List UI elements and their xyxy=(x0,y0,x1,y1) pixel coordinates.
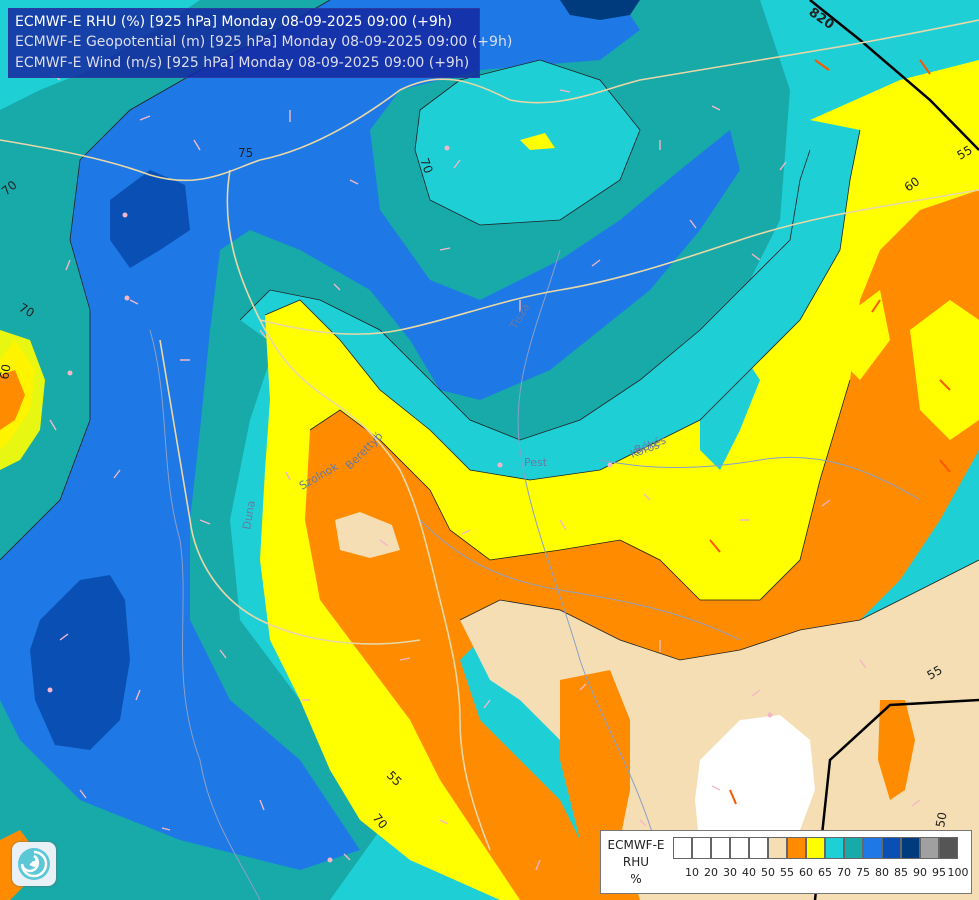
ecmwf-swirl-icon xyxy=(12,842,56,886)
place-label: Duna xyxy=(240,500,258,531)
color-legend: ECMWF-E RHU % 10 20 30 40 50 55 60 65 70 75 80 85 90… xyxy=(600,830,972,894)
contour-label-rhu: 55 xyxy=(955,143,975,163)
legend-tick-label: 95 xyxy=(932,866,946,879)
legend-swatch xyxy=(863,837,882,859)
legend-swatch xyxy=(901,837,920,859)
legend-swatch xyxy=(825,837,844,859)
legend-tick-label: 70 xyxy=(837,866,851,879)
legend-tick-label: 20 xyxy=(704,866,718,879)
legend-tick-label: 30 xyxy=(723,866,737,879)
legend-tick-label: 40 xyxy=(742,866,756,879)
legend-swatch xyxy=(768,837,787,859)
contour-label-rhu: 70 xyxy=(17,300,37,320)
legend-tick-label: 100 xyxy=(947,866,969,879)
legend-variable: RHU xyxy=(622,855,650,869)
contour-label-rhu: 55 xyxy=(925,663,945,683)
contour-label-rhu: 70 xyxy=(417,156,435,175)
title-box: ECMWF-E RHU (%) [925 hPa] Monday 08-09-2… xyxy=(8,8,512,78)
contour-label-rhu: 50 xyxy=(933,811,949,828)
legend-swatch xyxy=(692,837,711,859)
legend-swatch xyxy=(920,837,939,859)
legend-label: ECMWF-E RHU % xyxy=(605,837,667,888)
legend-swatch xyxy=(711,837,730,859)
legend-swatch xyxy=(806,837,825,859)
contour-label-rhu: 60 xyxy=(0,363,14,380)
legend-tick-label: 50 xyxy=(761,866,775,879)
legend-swatches xyxy=(673,837,958,859)
legend-tick-label: 75 xyxy=(856,866,870,879)
place-label: Pest xyxy=(524,456,548,469)
title-geopotential: ECMWF-E Geopotential (m) [925 hPa] Monda… xyxy=(15,34,513,50)
legend-swatch xyxy=(939,837,958,859)
contour-label-rhu: 75 xyxy=(238,146,253,160)
legend-tick-label: 90 xyxy=(913,866,927,879)
legend-swatch xyxy=(882,837,901,859)
legend-swatch xyxy=(730,837,749,859)
legend-tick-label: 65 xyxy=(818,866,832,879)
legend-tick-label: 10 xyxy=(685,866,699,879)
legend-swatch xyxy=(844,837,863,859)
title-wind: ECMWF-E Wind (m/s) [925 hPa] Monday 08-0… xyxy=(15,55,470,71)
legend-tick-label: 80 xyxy=(875,866,889,879)
legend-model: ECMWF-E xyxy=(607,838,665,852)
legend-unit: % xyxy=(630,872,642,886)
legend-tick-label: 85 xyxy=(894,866,908,879)
legend-tick-label: 55 xyxy=(780,866,794,879)
legend-swatch xyxy=(749,837,768,859)
title-rhu: ECMWF-E RHU (%) [925 hPa] Monday 08-09-2… xyxy=(15,14,453,30)
legend-swatch xyxy=(787,837,806,859)
legend-swatch xyxy=(673,837,692,859)
legend-tick-label: 60 xyxy=(799,866,813,879)
